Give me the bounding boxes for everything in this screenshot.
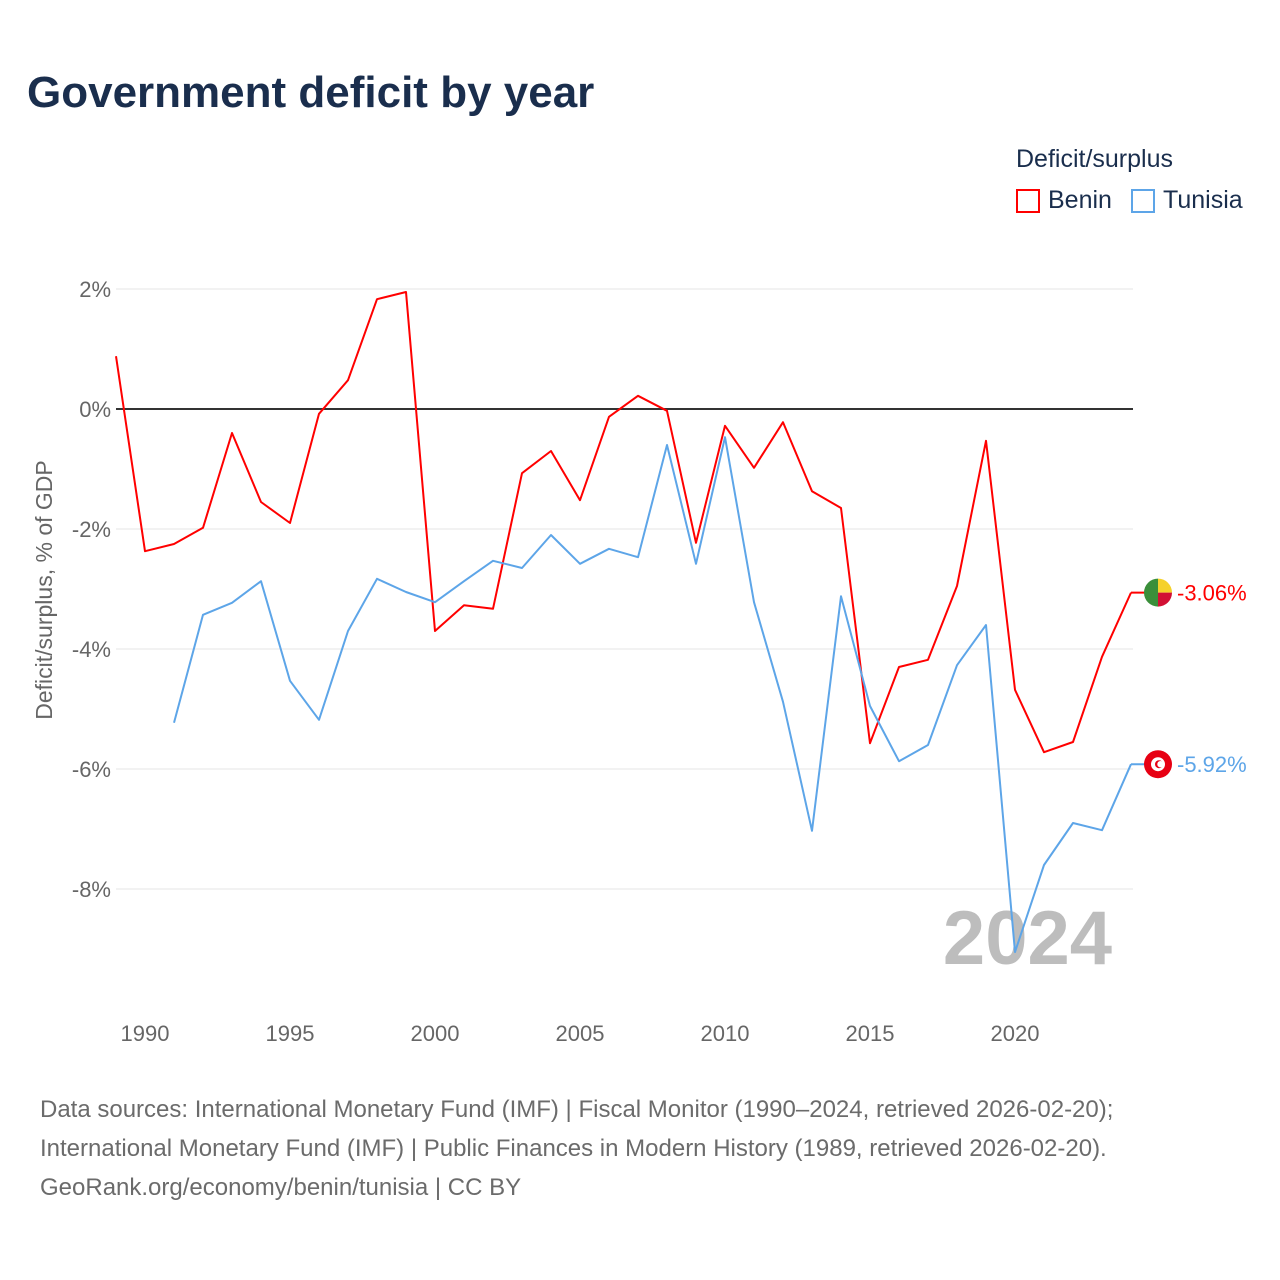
legend-item-tunisia[interactable]: Tunisia: [1131, 186, 1243, 215]
flag-benin-icon: [1158, 578, 1172, 593]
y-tick-label: -2%: [72, 517, 111, 542]
legend-title: Deficit/surplus: [1016, 145, 1173, 173]
y-tick-label: 0%: [79, 397, 111, 422]
end-value-label: -3.06%: [1177, 581, 1247, 606]
y-tick-label: -4%: [72, 637, 111, 662]
chart-title: Government deficit by year: [27, 68, 595, 117]
series-line-tunisia: [173, 436, 1132, 953]
source-line-2: International Monetary Fund (IMF) | Publ…: [40, 1135, 1107, 1162]
x-tick-label: 2000: [411, 1021, 460, 1046]
end-value-label: -5.92%: [1177, 752, 1247, 777]
source-line-3[interactable]: GeoRank.org/economy/benin/tunisia | CC B…: [40, 1174, 522, 1201]
year-watermark: 2024: [943, 896, 1112, 981]
x-tick-label: 2010: [701, 1021, 750, 1046]
x-tick-label: 2015: [846, 1021, 895, 1046]
flag-benin-icon: [1144, 578, 1158, 607]
legend-label-tunisia: Tunisia: [1163, 186, 1243, 214]
y-tick-label: -8%: [72, 877, 111, 902]
series-line-benin: [115, 291, 1132, 754]
x-tick-label: 1995: [266, 1021, 315, 1046]
flag-tunisia-icon: [1157, 761, 1164, 768]
legend-swatch-tunisia: [1131, 188, 1155, 213]
x-tick-label: 2020: [991, 1021, 1040, 1046]
x-tick-label: 2005: [556, 1021, 605, 1046]
y-axis-label: Deficit/surplus, % of GDP: [31, 460, 57, 719]
y-tick-label: 2%: [79, 277, 111, 302]
legend-label-benin: Benin: [1048, 186, 1112, 214]
legend-item-benin[interactable]: Benin: [1016, 186, 1112, 215]
legend-swatch-benin: [1016, 188, 1040, 213]
y-tick-label: -6%: [72, 757, 111, 782]
x-tick-label: 1990: [121, 1021, 170, 1046]
flag-benin-icon: [1158, 592, 1172, 607]
source-note: Data sources: International Monetary Fun…: [40, 1090, 1113, 1207]
source-line-1: Data sources: International Monetary Fun…: [40, 1096, 1114, 1123]
